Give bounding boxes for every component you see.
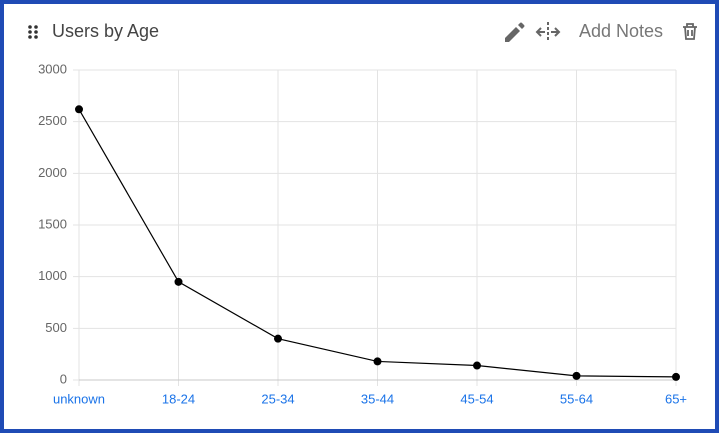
move-icon[interactable]: [535, 22, 561, 42]
x-tick-label: 55-64: [560, 391, 593, 406]
data-point: [473, 361, 481, 370]
y-tick-label: 1000: [38, 268, 67, 283]
data-point: [373, 357, 382, 366]
chart: Users by Age Add Notes 0 500 1000 1500 2000 2…: [28, 21, 697, 406]
edit-icon[interactable]: [505, 22, 525, 43]
data-point: [274, 334, 282, 343]
x-tick-label: 45-54: [460, 391, 493, 406]
data-point: [672, 372, 680, 381]
y-tick-label: 2000: [38, 165, 67, 180]
x-tick-label: 35-44: [361, 391, 394, 406]
y-tick-label: 2500: [38, 113, 67, 128]
x-tick-label: unknown: [53, 391, 105, 406]
x-tick-label: 25-34: [261, 391, 294, 406]
data-point: [75, 105, 83, 114]
y-tick-label: 3000: [38, 61, 67, 76]
y-tick-label: 1500: [38, 216, 67, 231]
y-tick-label: 500: [45, 320, 67, 335]
add-notes-button[interactable]: Add Notes: [579, 21, 663, 41]
chart-title: Users by Age: [52, 21, 159, 41]
y-tick-label: 0: [60, 371, 67, 386]
x-tick-label: 18-24: [162, 391, 195, 406]
drag-handle[interactable]: [28, 25, 38, 39]
x-tick-label: 65+: [665, 391, 687, 406]
data-point: [572, 371, 581, 380]
delete-icon[interactable]: [683, 23, 697, 40]
data-point: [174, 277, 183, 286]
